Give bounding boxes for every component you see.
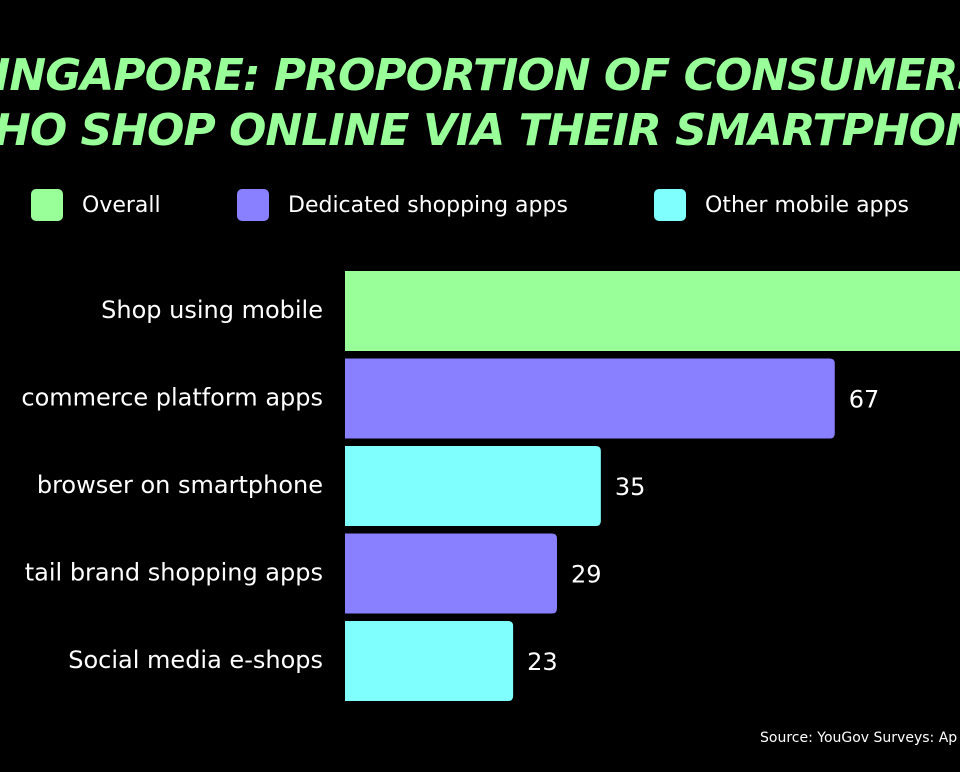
value-label: 29	[571, 561, 602, 589]
bar	[345, 533, 557, 614]
bar	[345, 621, 514, 701]
legend-swatch	[31, 189, 63, 221]
category-label: commerce platform apps	[21, 384, 323, 412]
value-label: 35	[615, 473, 646, 501]
category-label: Shop using mobile	[101, 296, 323, 324]
bar	[345, 358, 835, 439]
legend-swatch	[654, 189, 686, 221]
legend-label: Other mobile apps	[705, 193, 909, 218]
value-label: 23	[527, 648, 558, 676]
chart-title: HO SHOP ONLINE VIA THEIR SMARTPHON	[0, 105, 960, 156]
legend-label: Dedicated shopping apps	[288, 193, 568, 218]
bar	[345, 271, 960, 351]
category-label: browser on smartphone	[37, 471, 323, 499]
legend-swatch	[237, 189, 269, 221]
category-label: Social media e-shops	[68, 646, 323, 674]
legend-label: Overall	[82, 193, 161, 218]
chart-title: INGAPORE: PROPORTION OF CONSUMERS	[0, 50, 960, 101]
value-label: 67	[849, 386, 880, 414]
category-label: tail brand shopping apps	[25, 559, 323, 587]
bar	[345, 446, 601, 526]
source: Source: YouGov Surveys: Ap	[760, 730, 957, 746]
